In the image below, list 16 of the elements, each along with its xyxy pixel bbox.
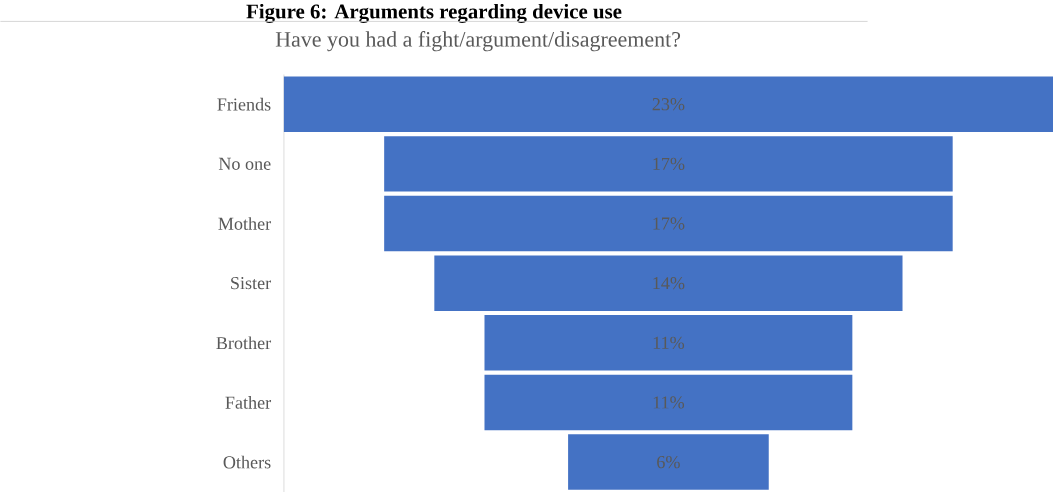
category-label: Sister xyxy=(231,276,272,290)
data-label: 11% xyxy=(653,396,685,409)
data-label: 11% xyxy=(653,336,685,349)
data-label: 17% xyxy=(653,157,685,170)
data-label: 6% xyxy=(657,455,680,469)
category-label: Brother xyxy=(216,336,272,349)
category-label: Friends xyxy=(217,97,271,111)
category-label: Father xyxy=(225,395,272,409)
category-label: No one xyxy=(218,157,271,170)
category-label: Mother xyxy=(218,216,272,230)
text: Have you had a fight/argument/disagreement? xyxy=(275,30,681,52)
data-label: 23% xyxy=(652,97,685,111)
data-label: 17% xyxy=(653,217,685,230)
data-label: 14% xyxy=(653,276,685,290)
category-label: Others xyxy=(223,455,271,469)
text: Figure 6: Arguments regarding device use xyxy=(246,3,622,23)
